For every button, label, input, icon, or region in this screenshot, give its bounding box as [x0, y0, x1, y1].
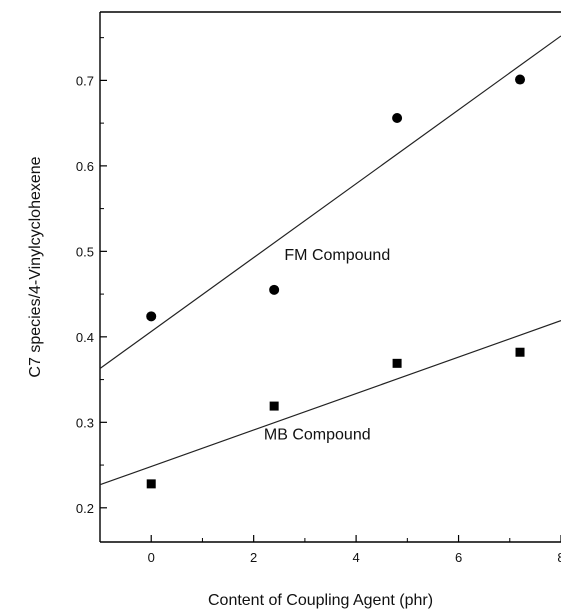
y-tick-label: 0.6: [76, 159, 94, 174]
y-tick-label: 0.3: [76, 415, 94, 430]
x-tick-label: 4: [352, 550, 359, 565]
y-tick-label: 0.2: [76, 501, 94, 516]
square-point: [392, 358, 402, 368]
y-tick-label: 0.5: [76, 244, 94, 259]
data-points: [146, 74, 526, 489]
x-tick-label: 6: [455, 550, 462, 565]
y-tick-label: 0.4: [76, 330, 94, 345]
axes: 0 2 4 6 8 0.2 0.3 0.4 0.5 0.6 0.7: [76, 11, 561, 565]
fit-lines: [99, 35, 561, 486]
annotation-1: FM Compound: [284, 247, 390, 264]
circle-point: [392, 113, 403, 123]
y-tick-label: 0.7: [76, 73, 94, 88]
square-point: [146, 479, 156, 489]
circle-point: [146, 311, 157, 322]
annotations: FM Compound MB Compound: [264, 247, 390, 444]
x-tick-label: 8: [557, 550, 561, 565]
x-tick-label: 0: [148, 550, 155, 565]
square-point: [269, 401, 279, 411]
fit-line-2: [99, 320, 561, 486]
x-axis-title: Content of Coupling Agent (phr): [208, 592, 433, 609]
x-tick-label: 2: [250, 550, 257, 565]
annotation-2: MB Compound: [264, 426, 371, 443]
y-axis-title: C7 species/4-Vinylcyclohexene: [27, 156, 44, 377]
circle-point: [269, 284, 280, 295]
square-point: [515, 347, 525, 357]
fit-line-1: [99, 35, 561, 369]
circle-point: [515, 74, 526, 85]
